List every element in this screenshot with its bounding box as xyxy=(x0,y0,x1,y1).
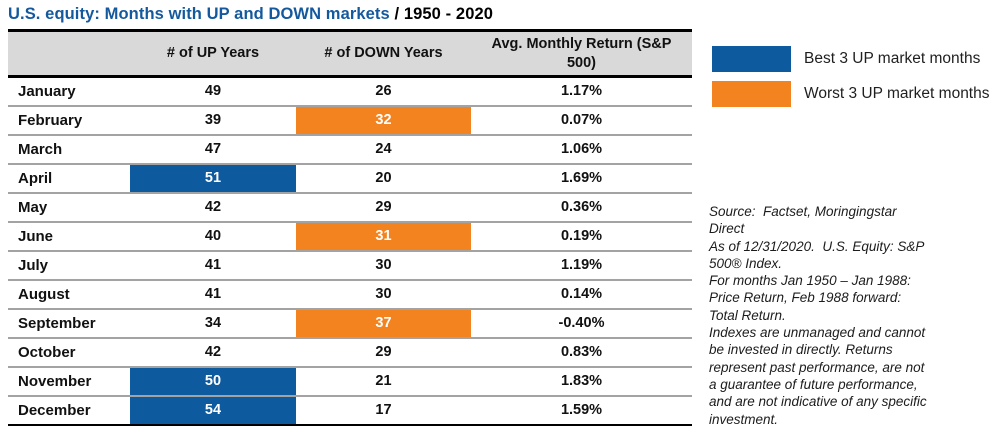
down-years-cell: 29 xyxy=(296,336,471,367)
month-cell: October xyxy=(8,336,130,367)
month-cell: March xyxy=(8,133,130,164)
source-line: 500® Index. xyxy=(709,255,782,271)
legend-item-worst: Worst 3 UP market months xyxy=(712,81,990,107)
month-cell: November xyxy=(8,365,130,396)
worst-months-swatch xyxy=(712,81,791,107)
table-header-row: # of UP Years # of DOWN Years Avg. Month… xyxy=(8,30,692,78)
down-years-cell: 26 xyxy=(375,83,392,100)
table-row: June 40 31 0.19% xyxy=(8,220,692,251)
down-years-cell: 29 xyxy=(296,191,471,222)
up-years-cell: 42 xyxy=(130,191,296,222)
month-cell: December xyxy=(8,394,130,425)
avg-return-cell: 0.07% xyxy=(471,104,692,135)
best-months-swatch xyxy=(712,46,791,72)
source-line: As of 12/31/2020. U.S. Equity: S&P xyxy=(709,238,925,254)
month-cell: August xyxy=(8,278,130,309)
month-cell: September xyxy=(8,307,130,338)
table-row: January 49 26 1.17% xyxy=(8,77,692,106)
table-row: October 42 29 0.83% xyxy=(8,336,692,367)
avg-return-cell: 1.59% xyxy=(471,394,692,425)
table-row: March 47 24 1.06% xyxy=(8,133,692,164)
source-line: be invested in directly. Returns xyxy=(709,342,893,358)
table-row: November 50 21 1.83% xyxy=(8,365,692,396)
up-years-cell: 54 xyxy=(130,394,296,425)
up-years-cell: 49 xyxy=(204,83,222,100)
source-note: Source: Factset, Moringingstar Direct As o… xyxy=(709,203,997,428)
table-body: January 49 26 1.17% February 39 32 0.07%… xyxy=(8,77,692,425)
month-cell: April xyxy=(8,162,130,193)
up-years-cell: 40 xyxy=(130,220,296,251)
down-years-cell: 31 xyxy=(296,220,471,251)
source-line: Total Return. xyxy=(709,307,786,323)
month-cell: May xyxy=(8,191,130,222)
source-line: Direct xyxy=(709,221,745,237)
up-years-cell: 50 xyxy=(130,365,296,396)
legend: Best 3 UP market months Worst 3 UP marke… xyxy=(712,46,990,107)
table-row: December 54 17 1.59% xyxy=(8,394,692,425)
source-line: Price Return, Feb 1988 forward: xyxy=(709,290,902,306)
down-years-cell: 37 xyxy=(296,307,471,338)
up-years-cell: 42 xyxy=(130,336,296,367)
table-row: May 42 29 0.36% xyxy=(8,191,692,222)
avg-return-cell: 1.69% xyxy=(471,162,692,193)
source-line: and are not indicative of any specific xyxy=(709,394,927,410)
up-years-cell: 51 xyxy=(130,162,296,193)
avg-return-cell: 0.83% xyxy=(471,336,692,367)
table-row: August 41 30 0.14% xyxy=(8,278,692,309)
up-years-cell: 41 xyxy=(130,278,296,309)
header-month xyxy=(8,30,130,78)
legend-label-worst: Worst 3 UP market months xyxy=(804,85,990,102)
table-row: July 41 30 1.19% xyxy=(8,249,692,280)
title-main: U.S. equity: Months with UP and DOWN mar… xyxy=(8,5,390,23)
source-line: Source: Factset, Moringingstar xyxy=(709,204,897,219)
months-table: # of UP Years # of DOWN Years Avg. Month… xyxy=(8,29,692,426)
avg-return-cell: 1.83% xyxy=(471,365,692,396)
down-years-cell: 30 xyxy=(296,249,471,280)
up-years-cell: 47 xyxy=(130,133,296,164)
table-row: September 34 37 -0.40% xyxy=(8,307,692,338)
avg-return-cell: -0.40% xyxy=(471,307,692,338)
source-line: a guarantee of future performance, xyxy=(709,376,918,392)
avg-return-cell: 0.36% xyxy=(471,191,692,222)
table-row: April 51 20 1.69% xyxy=(8,162,692,193)
down-years-cell: 24 xyxy=(296,133,471,164)
page-title: U.S. equity: Months with UP and DOWN mar… xyxy=(8,5,493,24)
source-line: Indexes are unmanaged and cannot xyxy=(709,325,926,341)
avg-return-cell: 0.14% xyxy=(471,278,692,309)
up-years-cell: 41 xyxy=(130,249,296,280)
source-line: represent past performance, are not xyxy=(709,359,925,375)
source-line: investment. xyxy=(709,411,779,427)
down-years-cell: 30 xyxy=(296,278,471,309)
month-cell: January xyxy=(18,82,76,100)
source-line: For months Jan 1950 – Jan 1988: xyxy=(709,273,911,289)
down-years-cell: 17 xyxy=(296,394,471,425)
header-avg-return: Avg. Monthly Return (S&P 500) xyxy=(471,30,692,78)
down-years-cell: 20 xyxy=(296,162,471,193)
legend-item-best: Best 3 UP market months xyxy=(712,46,990,72)
month-cell: June xyxy=(8,220,130,251)
up-years-cell: 34 xyxy=(130,307,296,338)
legend-label-best: Best 3 UP market months xyxy=(804,50,981,67)
header-down-years: # of DOWN Years xyxy=(296,30,471,78)
down-years-cell: 21 xyxy=(296,365,471,396)
avg-return-cell: 0.19% xyxy=(471,220,692,251)
title-period: / 1950 - 2020 xyxy=(389,5,494,23)
avg-return-cell: 1.06% xyxy=(471,133,692,164)
up-years-cell: 39 xyxy=(130,104,296,135)
month-cell: July xyxy=(8,249,130,280)
avg-return-cell: 1.19% xyxy=(471,249,692,280)
down-years-cell: 32 xyxy=(296,104,471,135)
avg-return-cell: 1.17% xyxy=(560,83,603,100)
header-up-years: # of UP Years xyxy=(130,30,296,78)
month-cell: February xyxy=(8,104,130,135)
table-row: February 39 32 0.07% xyxy=(8,104,692,135)
